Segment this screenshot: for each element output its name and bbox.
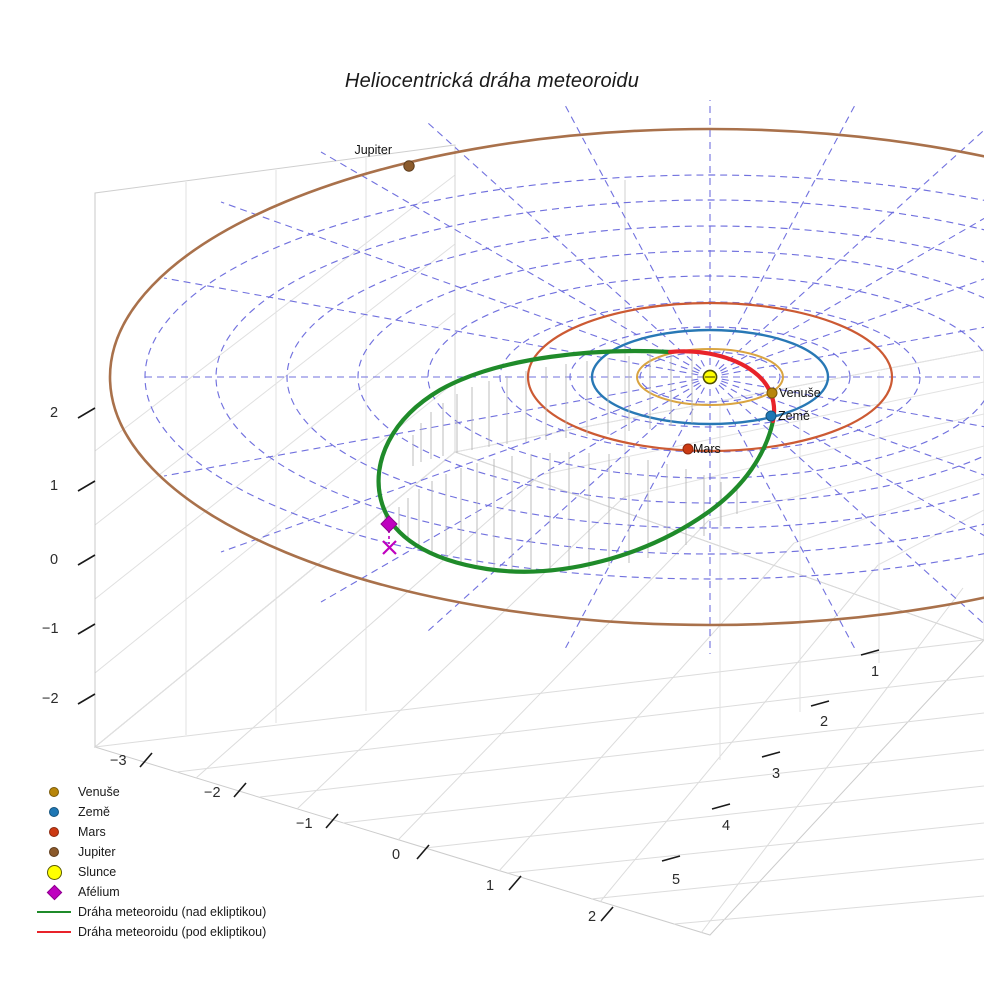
- orbit-venus: [636, 348, 784, 406]
- x-tick-m2: −2: [204, 785, 221, 801]
- legend-item-jupiter[interactable]: Jupiter: [30, 842, 330, 862]
- z-tick-0: 0: [50, 552, 59, 568]
- legend-label-orbit-below: Dráha meteoroidu (pod ekliptikou): [78, 925, 267, 939]
- x-tick-m3: −3: [110, 753, 127, 769]
- earth-marker-icon: [30, 807, 78, 817]
- venus-marker-icon: [30, 787, 78, 797]
- x-tick-2: 2: [588, 909, 597, 925]
- meteoroid-drop-lines: [384, 352, 738, 571]
- x-tick-1: 1: [486, 878, 495, 894]
- legend-label-venus: Venuše: [78, 785, 120, 799]
- z-tick-2: 2: [50, 405, 59, 421]
- label-mars: Mars: [693, 442, 721, 456]
- jupiter-marker-icon: [30, 847, 78, 857]
- z-tick-m1: −1: [42, 621, 59, 637]
- orbit-mars: [526, 301, 894, 453]
- legend-item-orbit-below[interactable]: Dráha meteoroidu (pod ekliptikou): [30, 922, 330, 942]
- legend-item-mars[interactable]: Mars: [30, 822, 330, 842]
- z-axis-ticks: [77, 407, 96, 705]
- legend-label-jupiter: Jupiter: [78, 845, 116, 859]
- y-tick-5: 5: [672, 872, 681, 888]
- meteoroid-orbit-above-ecliptic: [376, 348, 776, 574]
- z-tick-1: 1: [50, 478, 59, 494]
- legend-item-aphelion[interactable]: Afélium: [30, 882, 330, 902]
- aphelion-group: [380, 515, 398, 555]
- aphelion-diamond-icon: [380, 515, 398, 533]
- orbit-earth: [590, 328, 830, 426]
- legend-item-sun[interactable]: Slunce: [30, 862, 330, 882]
- orbit-jupiter: [108, 127, 984, 627]
- marker-venus: [766, 387, 778, 399]
- marker-earth: [765, 410, 777, 422]
- legend-label-sun: Slunce: [78, 865, 117, 879]
- green-line-icon: [30, 911, 78, 913]
- legend-item-earth[interactable]: Země: [30, 802, 330, 822]
- marker-jupiter: [403, 160, 415, 172]
- label-earth: Země: [778, 409, 810, 423]
- y-tick-3: 3: [772, 766, 781, 782]
- y-tick-2: 2: [820, 714, 829, 730]
- y-tick-4: 4: [722, 818, 731, 834]
- z-tick-m2: −2: [42, 691, 59, 707]
- label-venus: Venuše: [779, 386, 821, 400]
- y-axis-ticks: [661, 649, 880, 862]
- legend-item-venus[interactable]: Venuše: [30, 782, 330, 802]
- x-axis-ticks: [139, 752, 614, 922]
- axes-panes: [93, 144, 984, 936]
- legend-label-mars: Mars: [78, 825, 106, 839]
- sun-marker-icon: [30, 864, 78, 880]
- x-tick-m1: −1: [296, 816, 313, 832]
- label-jupiter: Jupiter: [354, 143, 392, 157]
- aphelion-projection-x-icon: [382, 540, 397, 555]
- legend-label-orbit-above: Dráha meteoroidu (nad ekliptikou): [78, 905, 267, 919]
- mars-marker-icon: [30, 827, 78, 837]
- x-tick-0: 0: [392, 847, 401, 863]
- legend: Venuše Země Mars Jupiter Slunce: [30, 782, 330, 942]
- legend-label-aphelion: Afélium: [78, 885, 120, 899]
- aphelion-marker-icon: [30, 884, 78, 900]
- marker-mars: [682, 443, 694, 455]
- legend-item-orbit-above[interactable]: Dráha meteoroidu (nad ekliptikou): [30, 902, 330, 922]
- page-title: Heliocentrická dráha meteoroidu: [344, 70, 640, 92]
- planet-markers: [403, 160, 778, 455]
- meteoroid-orbit-below-ecliptic: [667, 349, 777, 424]
- legend-label-earth: Země: [78, 805, 110, 819]
- y-tick-1: 1: [871, 664, 880, 680]
- red-line-icon: [30, 931, 78, 933]
